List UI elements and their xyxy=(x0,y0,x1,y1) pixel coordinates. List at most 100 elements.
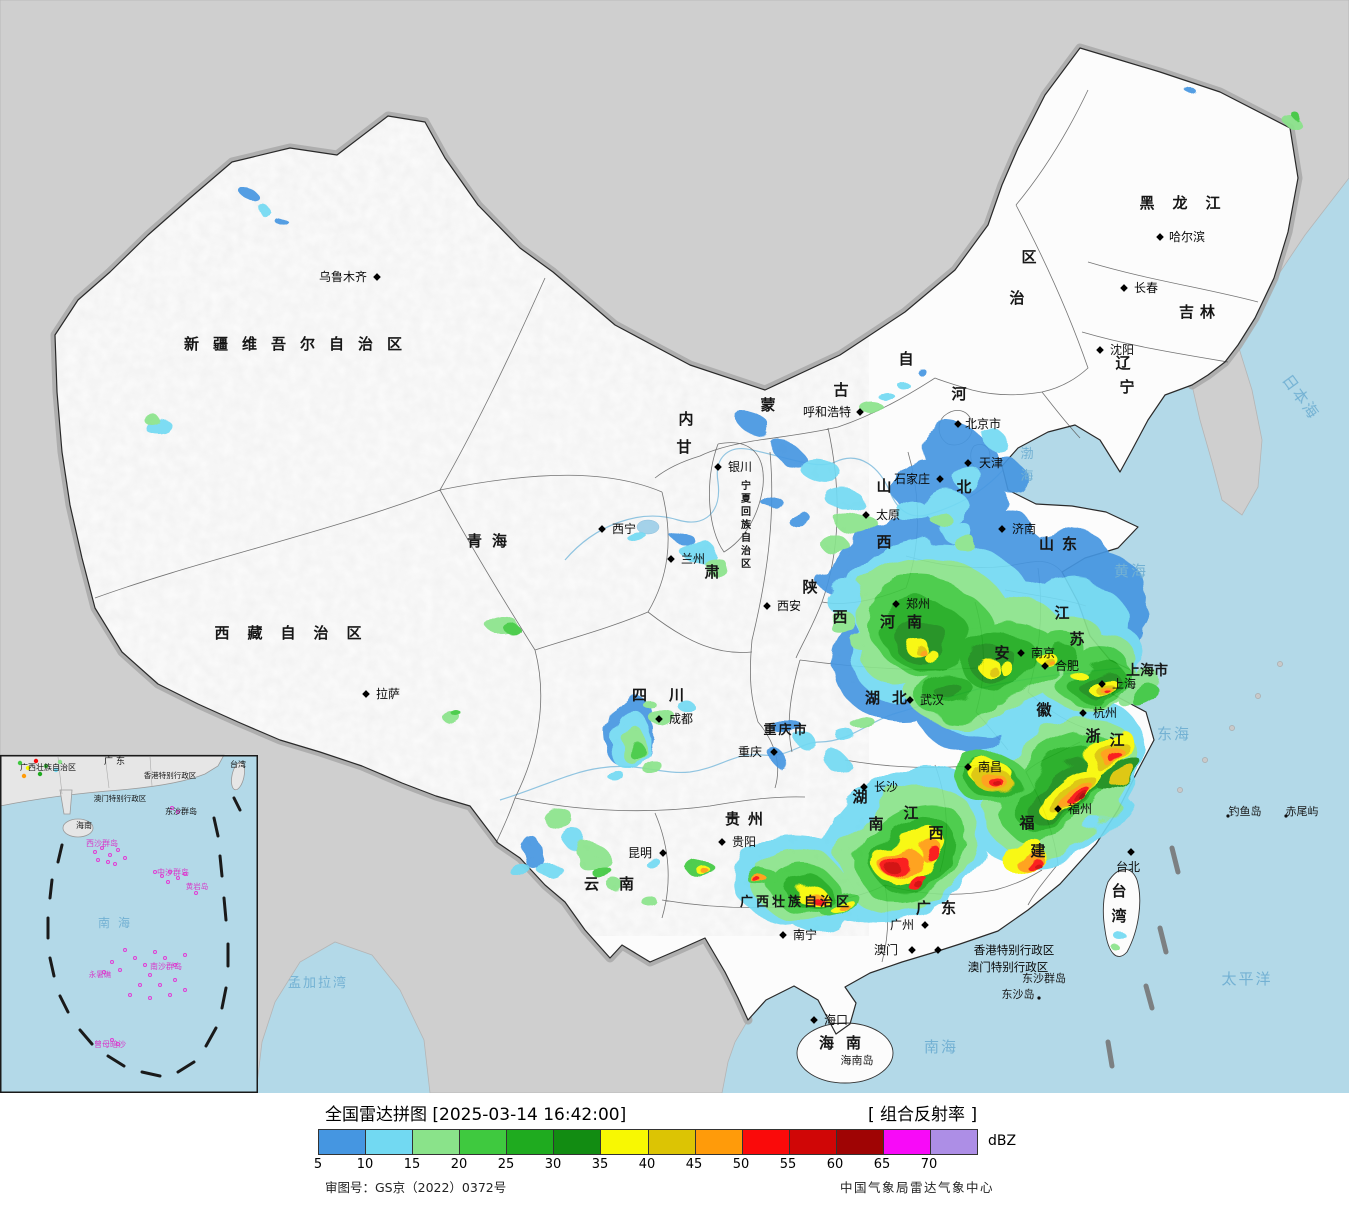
city-marker-icon xyxy=(659,849,667,857)
legend-cell xyxy=(835,1130,883,1154)
radar-echo xyxy=(953,466,983,490)
province-label: 徽 xyxy=(1035,701,1052,719)
inset-island-dot xyxy=(170,806,174,810)
radar-echo xyxy=(774,444,806,466)
city-marker-icon xyxy=(1017,649,1025,657)
radar-echo xyxy=(772,754,788,766)
city-label: 西宁 xyxy=(612,521,636,536)
inset-dash xyxy=(140,1070,162,1078)
inset-island-dot xyxy=(93,850,97,854)
province-label: 四川 xyxy=(632,686,706,704)
radar-echo xyxy=(1103,688,1109,692)
inset-label: 台湾 xyxy=(230,759,246,769)
city-label: 广州 xyxy=(890,918,914,932)
islet xyxy=(1177,787,1183,793)
province-label: 福 xyxy=(1018,814,1034,832)
inset-island-dot xyxy=(96,858,100,862)
province-label: 西 xyxy=(928,824,943,842)
province-label: 湾 xyxy=(1111,907,1126,925)
inset-island-dot xyxy=(183,872,187,876)
city-marker-icon xyxy=(860,783,868,791)
inset-dash xyxy=(56,843,64,864)
city-label: 杭州 xyxy=(1093,705,1117,720)
city-label: 拉萨 xyxy=(376,686,400,701)
island-dot xyxy=(1226,814,1230,818)
radar-echo xyxy=(672,694,688,706)
province-label: 西 xyxy=(876,533,891,551)
inset-island-dot xyxy=(194,891,198,895)
boundary-dash xyxy=(1157,925,1169,955)
island-label: 东沙岛 xyxy=(1002,987,1035,1001)
radar-echo xyxy=(936,683,964,701)
inset-label: 永暑礁 xyxy=(89,969,112,979)
province-label: 贵州 xyxy=(725,810,771,828)
inset-island-dot xyxy=(108,853,112,857)
city-label: 西安 xyxy=(777,598,801,613)
province-label: 山东 xyxy=(1039,535,1085,553)
admin-region-label: 香港特别行政区 xyxy=(974,943,1055,957)
radar-echo xyxy=(272,215,288,225)
city-label: 合肥 xyxy=(1055,658,1079,673)
city-marker-icon xyxy=(964,459,972,467)
inset-radar-dot xyxy=(43,763,49,769)
province-label: 山 xyxy=(876,477,891,495)
inset-sea xyxy=(0,755,258,1093)
radar-echo xyxy=(1049,661,1055,665)
radar-echo xyxy=(860,402,884,414)
inset-label: 中沙群岛 xyxy=(157,867,189,877)
inset-dash xyxy=(204,1026,218,1048)
island-dot xyxy=(1284,814,1288,818)
city-marker-icon xyxy=(998,525,1006,533)
province-label: 广东 xyxy=(916,899,966,917)
legend-cell xyxy=(365,1130,413,1154)
legend-cell xyxy=(930,1130,978,1154)
radar-echo xyxy=(840,734,860,746)
province-label: 南 xyxy=(868,815,883,833)
island-label: 海南岛 xyxy=(841,1053,874,1067)
map-title: 全国雷达拼图 [2025-03-14 16:42:00] xyxy=(325,1105,627,1125)
boundary-dashes xyxy=(1105,845,1181,1069)
radar-echo xyxy=(788,512,812,528)
inset-label: 西沙群岛 xyxy=(86,838,118,848)
province-label: 吉林 xyxy=(1179,303,1221,321)
city-label: 南昌 xyxy=(978,759,1002,774)
inset-label: 海南 xyxy=(76,820,92,830)
inset-label: 黄岩岛 xyxy=(186,881,209,891)
city-label: 兰州 xyxy=(681,552,705,566)
radar-echo xyxy=(520,835,540,865)
province-label: 自 xyxy=(741,531,751,544)
inset-island-dot xyxy=(148,973,152,977)
islet xyxy=(1202,757,1208,763)
hainan-island xyxy=(796,1022,894,1084)
inset-dash xyxy=(106,1054,126,1068)
radar-echo xyxy=(834,899,846,907)
city-label: 澳门 xyxy=(874,942,898,957)
radar-echo xyxy=(911,879,921,885)
radar-echo xyxy=(1026,855,1034,861)
radar-echo xyxy=(645,762,665,778)
inset-labels: 广西壮族自治区 广东 台湾香港特别行政区澳门特别行政区东沙群岛海南西沙群岛中沙群岛黄… xyxy=(20,755,246,1049)
province-label: 北 xyxy=(956,478,971,496)
inset-island-dot xyxy=(163,956,167,960)
city-marker-icon xyxy=(906,696,914,704)
radar-echo xyxy=(827,490,863,510)
inset-island-dot xyxy=(106,860,110,864)
inset-radar-dot xyxy=(33,758,39,764)
inset-island-dot xyxy=(176,876,180,880)
radar-echo xyxy=(701,868,709,874)
radar-echo xyxy=(853,717,877,733)
city-marker-icon xyxy=(667,555,675,563)
province-label: 江 xyxy=(1054,604,1069,622)
radar-echo xyxy=(533,857,557,873)
legend-value: 5 xyxy=(313,1157,323,1172)
inset-island-dot xyxy=(153,950,157,954)
radar-echo xyxy=(642,855,658,865)
radar-echo xyxy=(677,538,713,558)
province-label: 内 xyxy=(678,410,693,428)
province-label: 古 xyxy=(833,381,848,399)
legend-cell xyxy=(600,1130,648,1154)
province-label: 河 xyxy=(951,385,966,403)
radar-echo xyxy=(572,843,608,867)
legend-value: 25 xyxy=(497,1157,515,1172)
